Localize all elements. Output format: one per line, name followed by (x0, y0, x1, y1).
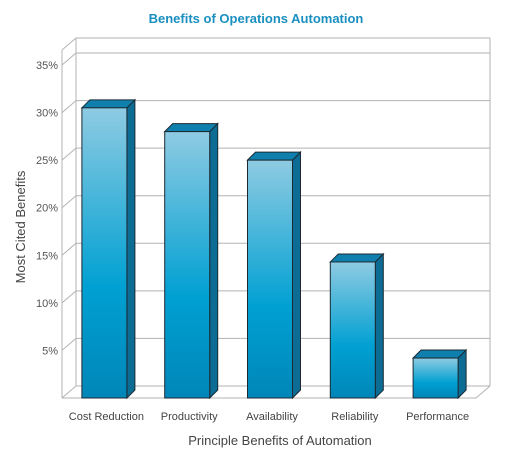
bar-cost-reduction (80, 98, 137, 400)
bar-productivity (163, 122, 219, 400)
y-tick-label: 35% (36, 60, 58, 72)
x-tick-label: Productivity (161, 411, 218, 423)
x-tick-label: Reliability (331, 411, 379, 423)
bar-availability (246, 150, 302, 400)
gridline (61, 195, 490, 209)
y-tick-label: 25% (36, 155, 58, 167)
y-tick-label: 15% (36, 250, 58, 262)
bar-performance (411, 348, 468, 400)
x-tick-label: Cost Reduction (69, 411, 144, 423)
gridline (61, 100, 490, 113)
y-tick-label: 10% (36, 298, 58, 310)
gridline (61, 242, 490, 256)
gridline (61, 52, 490, 66)
x-tick-label: Availability (246, 411, 298, 423)
x-tick-label: Performance (406, 411, 469, 423)
y-tick-label: 5% (42, 345, 58, 357)
chart-title: Benefits of Operations Automation (148, 11, 364, 26)
gridline (61, 147, 490, 161)
bar-reliability (329, 252, 385, 400)
y-tick-label: 30% (36, 108, 58, 120)
y-tick-label: 20% (36, 203, 58, 215)
x-axis-title: Principle Benefits of Automation (188, 433, 372, 448)
